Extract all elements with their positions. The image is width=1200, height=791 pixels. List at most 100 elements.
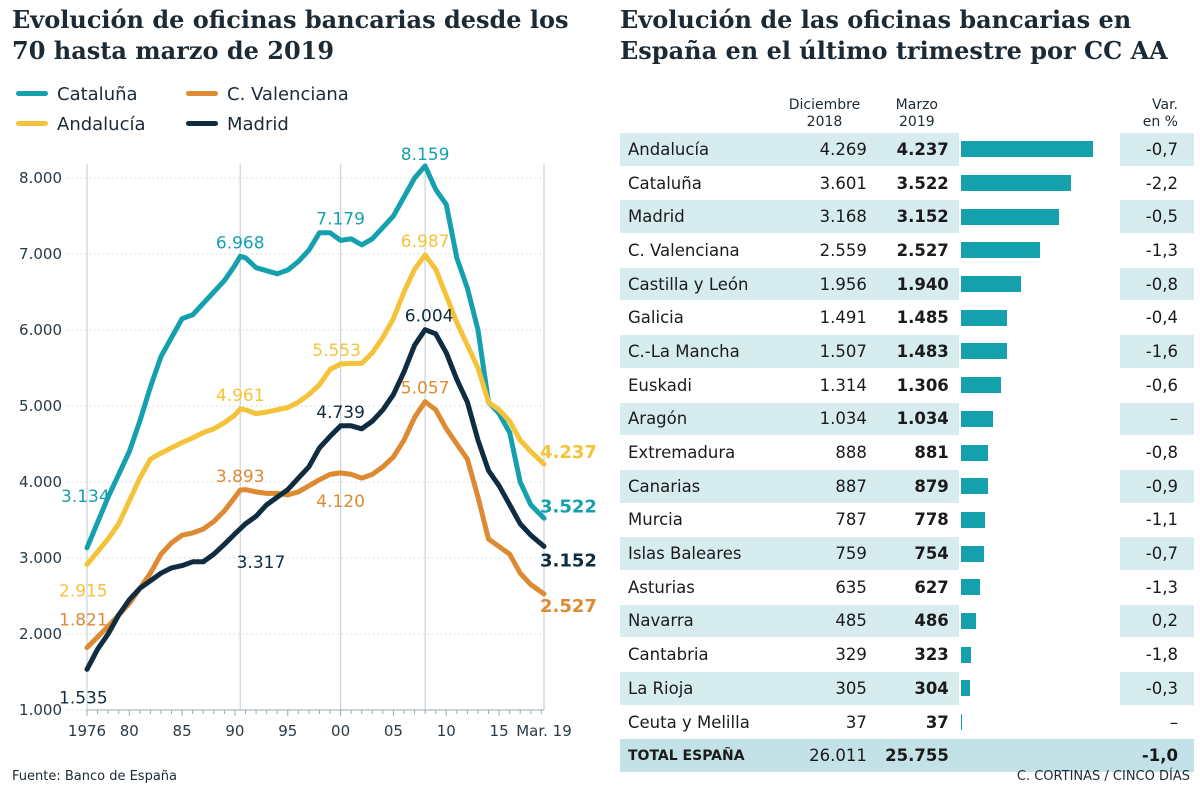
table-row: Navarra 485 486 0,2 bbox=[620, 604, 1194, 638]
source-note: Fuente: Banco de España bbox=[12, 769, 178, 784]
bar bbox=[960, 175, 1071, 192]
data-label-cataluna: 3.134 bbox=[61, 487, 110, 507]
region-name: Asturias bbox=[628, 577, 695, 597]
bar-cell bbox=[959, 638, 1120, 672]
bar bbox=[960, 579, 981, 596]
y-tick-label: 4.000 bbox=[19, 473, 62, 491]
variation-value: -0,9 bbox=[1120, 469, 1194, 504]
data-label-valenciana: 3.893 bbox=[216, 467, 265, 487]
bar bbox=[960, 511, 986, 528]
header-march: Marzo 2019 bbox=[879, 84, 959, 133]
variation-value: -0,5 bbox=[1120, 199, 1194, 234]
variation-value: -1,3 bbox=[1145, 240, 1178, 260]
series-line-madrid bbox=[84, 327, 547, 672]
december-value: 1.491 bbox=[819, 308, 867, 328]
table-row: Canarias 887 879 -0,9 bbox=[620, 469, 1194, 504]
table-row: Euskadi 1.314 1.306 -0,6 bbox=[620, 368, 1194, 402]
table-row: Murcia 787 778 -1,1 bbox=[620, 503, 1194, 537]
march-value: 754 bbox=[878, 536, 959, 571]
bar-cell bbox=[959, 436, 1120, 470]
december-value: 485 bbox=[776, 604, 879, 638]
offices-table: Diciembre 2018 Marzo 2019 Var. en % Andaluc… bbox=[620, 84, 1194, 773]
legend-swatch-cataluna bbox=[16, 90, 48, 96]
data-label-madrid: 4.739 bbox=[316, 403, 365, 423]
region-name: TOTAL ESPAÑA bbox=[620, 738, 777, 773]
bar bbox=[960, 141, 1093, 158]
legend-item-madrid: Madrid bbox=[186, 114, 289, 135]
table-row: C. Valenciana 2.559 2.527 -1,3 bbox=[620, 234, 1194, 268]
december-value: 26.011 bbox=[776, 738, 879, 773]
variation-value: -1,6 bbox=[1120, 334, 1194, 369]
december-value: 1.034 bbox=[776, 402, 879, 436]
december-value: 305 bbox=[776, 671, 879, 706]
march-value: 323 bbox=[914, 645, 949, 665]
variation-value: -0,4 bbox=[1145, 308, 1178, 328]
bar bbox=[960, 545, 985, 562]
bar-cell bbox=[959, 503, 1120, 537]
bar-cell bbox=[959, 267, 1120, 301]
data-label-madrid: 1.535 bbox=[59, 688, 108, 708]
bar bbox=[960, 714, 963, 731]
total-row: TOTAL ESPAÑA 26.011 25.755 -1,0 bbox=[620, 738, 1194, 773]
march-value: 3.152 bbox=[878, 199, 959, 234]
bar bbox=[960, 478, 989, 495]
march-value: 879 bbox=[878, 469, 959, 504]
december-value: 887 bbox=[776, 469, 879, 504]
legend-swatch-andalucia bbox=[16, 120, 48, 126]
data-label-cataluna: 3.522 bbox=[540, 496, 597, 517]
december-value: 1.314 bbox=[819, 375, 867, 395]
march-value: 778 bbox=[914, 510, 949, 530]
series-line-cataluna bbox=[84, 163, 547, 551]
bar-cell bbox=[959, 604, 1120, 638]
bar-cell bbox=[959, 368, 1120, 402]
x-tick-label: 15 bbox=[490, 722, 509, 740]
series-line-valenciana bbox=[84, 399, 547, 651]
x-tick-label: 00 bbox=[331, 722, 350, 740]
x-tick-label: 80 bbox=[120, 722, 139, 740]
december-value: 787 bbox=[835, 510, 867, 530]
variation-value: -1,0 bbox=[1120, 738, 1194, 773]
december-value: 3.168 bbox=[776, 199, 879, 234]
bar bbox=[960, 680, 971, 697]
legend-item-andalucia: Andalucía bbox=[16, 114, 146, 135]
bar-cell bbox=[959, 200, 1120, 234]
table-row: Asturias 635 627 -1,3 bbox=[620, 570, 1194, 605]
region-name: C. Valenciana bbox=[628, 240, 740, 260]
data-label-cataluna: 8.159 bbox=[401, 145, 450, 165]
march-value: 1.306 bbox=[896, 375, 949, 395]
bar-cell bbox=[959, 402, 1120, 436]
bar bbox=[960, 612, 976, 629]
right-table-title: Evolución de las oficinas bancarias en E… bbox=[620, 5, 1168, 65]
bar-cell bbox=[958, 738, 1121, 773]
data-label-valenciana: 2.527 bbox=[540, 596, 597, 617]
data-label-andalucia: 4.961 bbox=[216, 386, 265, 406]
region-name: Islas Baleares bbox=[620, 536, 777, 571]
legend-item-valenciana: C. Valenciana bbox=[186, 84, 349, 105]
x-tick-label: 85 bbox=[173, 722, 192, 740]
table-row: La Rioja 305 304 -0,3 bbox=[620, 671, 1194, 706]
region-name: Galicia bbox=[628, 308, 684, 328]
bar-cell bbox=[959, 234, 1120, 268]
march-value: 1.485 bbox=[896, 308, 949, 328]
bar-cell bbox=[959, 570, 1120, 604]
march-value: 1.483 bbox=[878, 334, 959, 369]
march-value: 486 bbox=[878, 604, 959, 638]
region-name: Cantabria bbox=[628, 645, 709, 665]
y-tick-label: 8.000 bbox=[19, 169, 62, 187]
credit-note: C. CORTINAS / CINCO DÍAS bbox=[1016, 769, 1190, 784]
data-label-cataluna: 6.968 bbox=[216, 233, 265, 253]
december-value: 888 bbox=[835, 443, 867, 463]
x-tick-label: Mar. 19 bbox=[516, 722, 572, 740]
region-name: C.-La Mancha bbox=[620, 334, 777, 369]
table-row: Cataluña 3.601 3.522 -2,2 bbox=[620, 166, 1194, 200]
bar bbox=[960, 276, 1022, 293]
header-bar bbox=[959, 84, 1120, 133]
bar bbox=[960, 208, 1059, 225]
legend-label: Andalucía bbox=[57, 114, 146, 135]
bar bbox=[960, 343, 1007, 360]
variation-value: -0,8 bbox=[1120, 267, 1194, 301]
region-name: Canarias bbox=[620, 469, 777, 504]
data-label-madrid: 3.152 bbox=[540, 550, 597, 571]
table-row: Islas Baleares 759 754 -0,7 bbox=[620, 536, 1194, 571]
december-value: 759 bbox=[776, 536, 879, 571]
